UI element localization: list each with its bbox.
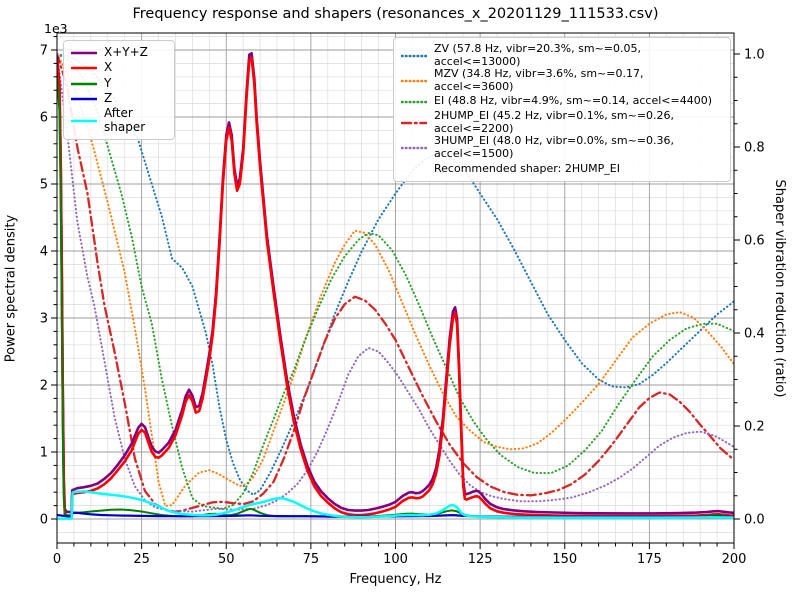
y-left-tick-label: 5 bbox=[40, 178, 48, 193]
y-right-tick-label: 0.8 bbox=[744, 141, 765, 156]
series-group bbox=[57, 52, 734, 520]
x-tick-label: 150 bbox=[552, 552, 577, 567]
y-left-offset-text: 1e3 bbox=[44, 21, 68, 36]
tick-labels: 0 25 50 75 100 125 150 175 200 0 1 2 3 4 5 6 7 0.0 0.2 0.4 0… bbox=[40, 44, 765, 568]
y-left-tick-label: 7 bbox=[40, 44, 48, 59]
legend-item-x-y-z: X+Y+Z bbox=[71, 45, 166, 61]
legend-item-mzv: MZV (34.8 Hz, vibr=3.6%, sm~=0.17, accel… bbox=[401, 67, 722, 93]
legend-item-after-shaper-label: After shaper bbox=[104, 106, 146, 134]
x-tick-label: 125 bbox=[468, 552, 493, 567]
legend-item-y-label: Y bbox=[104, 75, 112, 90]
legend-item-zv: ZV (57.8 Hz, vibr=20.3%, sm~=0.05, accel… bbox=[401, 42, 722, 68]
legend-psd: X+Y+Z X Y Z After shaper bbox=[63, 40, 175, 140]
legend-item-x-label: X bbox=[104, 60, 113, 75]
x-tick-label: 25 bbox=[133, 552, 150, 567]
y-right-tick-label: 0.4 bbox=[744, 327, 765, 342]
legend-item-x-y-z-label: X+Y+Z bbox=[104, 44, 148, 59]
legend-swatch-solid bbox=[71, 97, 97, 101]
legend-swatch-dotted bbox=[401, 54, 427, 57]
legend-item-y: Y bbox=[71, 76, 166, 92]
x-tick-label: 175 bbox=[637, 552, 662, 567]
y-left-tick-label: 6 bbox=[40, 111, 48, 126]
legend-swatch-dotted bbox=[401, 79, 427, 83]
legend-item-ei: EI (48.8 Hz, vibr=4.9%, sm~=0.14, accel<… bbox=[401, 94, 722, 111]
x-tick-label: 200 bbox=[722, 552, 747, 567]
legend-swatch-solid bbox=[71, 119, 97, 123]
x-tick-label: 0 bbox=[53, 552, 61, 567]
legend-item-2hump-ei-label: 2HUMP_EI (45.2 Hz, vibr=0.1%, sm~=0.26, … bbox=[434, 109, 675, 135]
series-ei-line bbox=[57, 53, 734, 510]
series-after-shaper-line bbox=[57, 490, 734, 520]
series-x-line bbox=[57, 56, 734, 518]
legend-item-zv-label: ZV (57.8 Hz, vibr=20.3%, sm~=0.05, accel… bbox=[434, 42, 641, 68]
legend-item-3hump-ei-label: 3HUMP_EI (48.0 Hz, vibr=0.0%, sm~=0.36, … bbox=[434, 134, 675, 160]
legend-item-ei-label: EI (48.8 Hz, vibr=4.9%, sm~=0.14, accel<… bbox=[434, 94, 712, 108]
legend-item-mzv-label: MZV (34.8 Hz, vibr=3.6%, sm~=0.17, accel… bbox=[434, 67, 644, 93]
y-right-tick-label: 1.0 bbox=[744, 48, 765, 63]
legend-shapers: ZV (57.8 Hz, vibr=20.3%, sm~=0.05, accel… bbox=[393, 37, 731, 183]
legend-item-3hump-ei: 3HUMP_EI (48.0 Hz, vibr=0.0%, sm~=0.36, … bbox=[401, 134, 722, 160]
legend-swatch-solid bbox=[71, 66, 97, 70]
legend-item-x: X bbox=[71, 61, 166, 77]
y-left-tick-label: 2 bbox=[40, 379, 48, 394]
series-mzv-line bbox=[57, 53, 734, 507]
chart-title: Frequency response and shapers (resonanc… bbox=[132, 6, 659, 22]
legend-swatch-dashdot bbox=[401, 121, 427, 125]
x-tick-label: 50 bbox=[218, 552, 235, 567]
series-x-y-z-line bbox=[57, 52, 734, 515]
x-tick-label: 100 bbox=[383, 552, 408, 567]
legend-item-after-shaper: After shaper bbox=[71, 106, 166, 135]
y-right-tick-label: 0.0 bbox=[744, 513, 765, 528]
legend-swatch-dotted bbox=[401, 146, 427, 150]
legend-swatch-solid bbox=[71, 51, 97, 55]
y-left-axis-label: Power spectral density bbox=[3, 214, 19, 363]
y-left-tick-label: 0 bbox=[40, 513, 48, 528]
y-left-tick-label: 4 bbox=[40, 245, 48, 260]
series-zv-line bbox=[57, 53, 734, 496]
y-left-tick-label: 3 bbox=[40, 312, 48, 327]
legend-swatch-solid bbox=[71, 82, 97, 86]
y-left-tick-label: 1 bbox=[40, 446, 48, 461]
x-axis-label: Frequency, Hz bbox=[349, 572, 442, 587]
y-right-axis-label: Shaper vibration reduction (ratio) bbox=[772, 179, 787, 398]
legend-swatch-dotted bbox=[401, 100, 427, 104]
legend-item-2hump-ei: 2HUMP_EI (45.2 Hz, vibr=0.1%, sm~=0.26, … bbox=[401, 109, 722, 135]
recommended-shaper-text: Recommended shaper: 2HUMP_EI bbox=[434, 161, 620, 175]
y-right-tick-label: 0.6 bbox=[744, 234, 765, 249]
x-tick-label: 75 bbox=[303, 552, 320, 567]
legend-item-z: Z bbox=[71, 92, 166, 108]
y-right-tick-label: 0.2 bbox=[744, 420, 765, 435]
recommended-shaper-note: Recommended shaper: 2HUMP_EI bbox=[401, 161, 722, 178]
ticks bbox=[51, 36, 740, 549]
legend-item-z-label: Z bbox=[104, 91, 113, 106]
